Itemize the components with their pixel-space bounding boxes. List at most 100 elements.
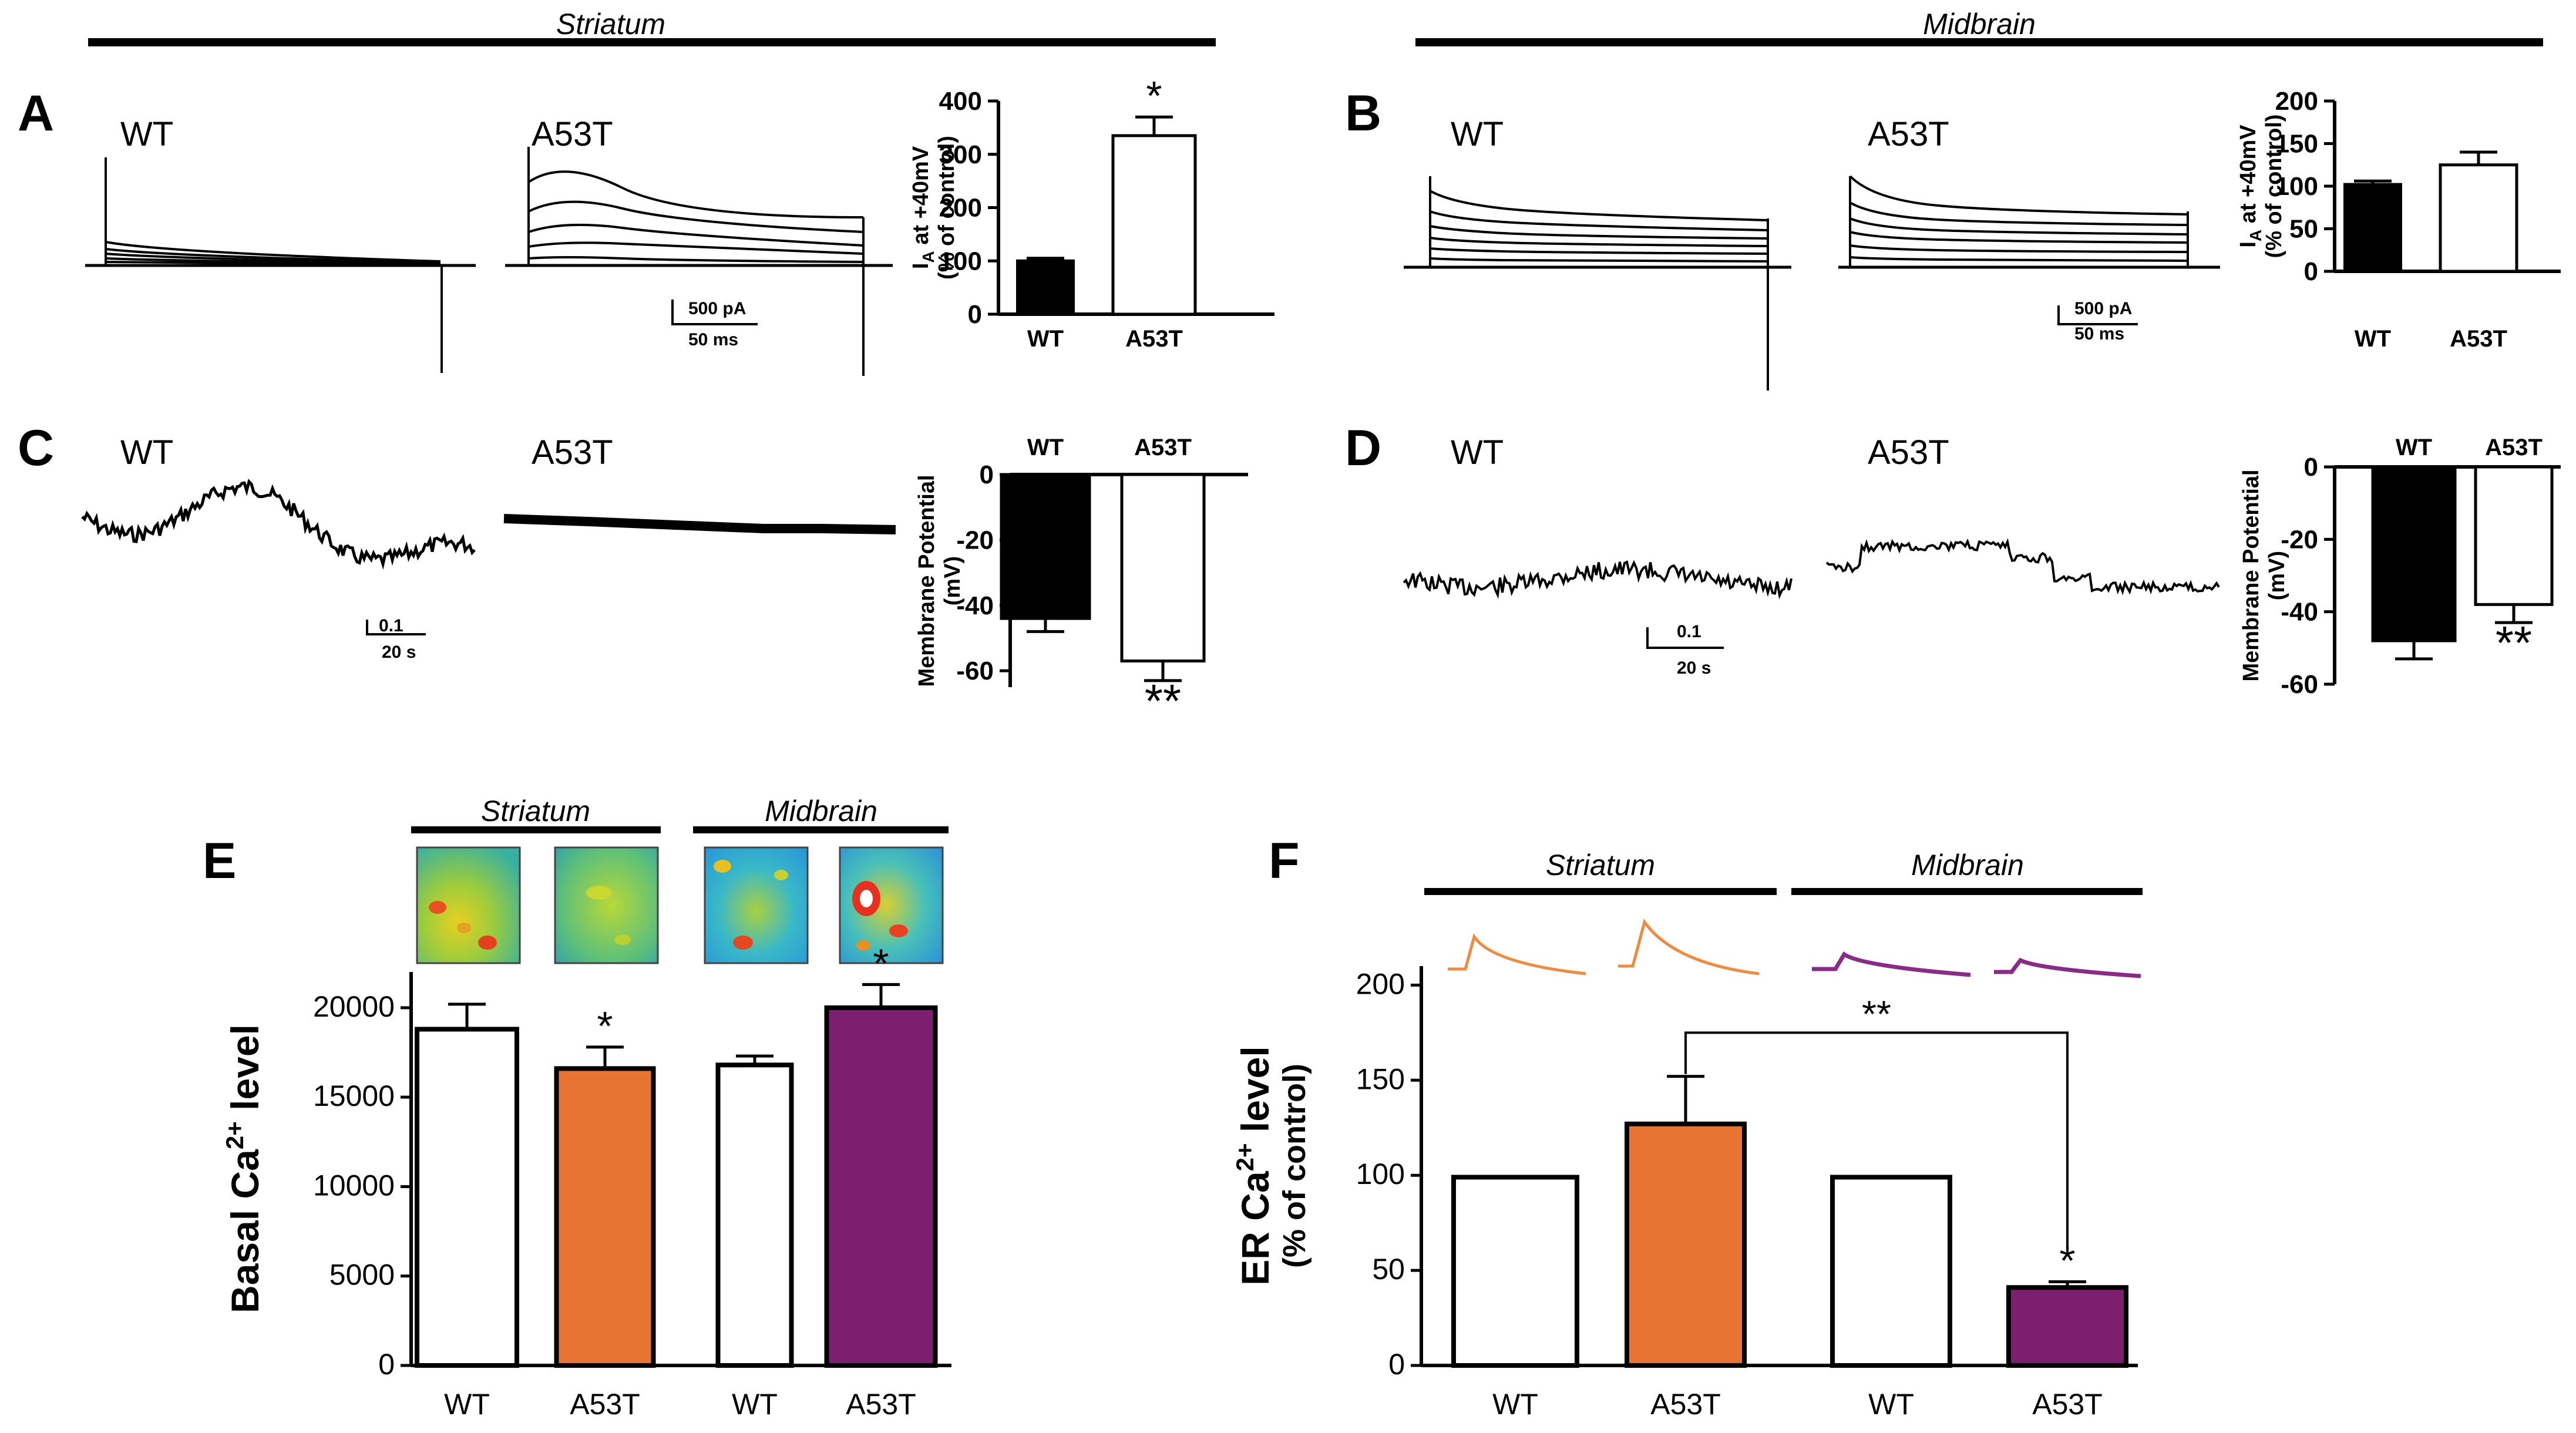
chart-f-category-label: A53T <box>2032 1388 2103 1421</box>
chart-c-y-tick-label: -60 <box>956 657 994 685</box>
chart-e-category-label: A53T <box>846 1388 916 1421</box>
chart-e-bar <box>824 1005 938 1368</box>
panel-d-trace-label-wt: WT <box>1451 433 1504 472</box>
chart-c-y-title: Membrane Potential <box>914 475 939 687</box>
chart-f-category-label: A53T <box>1650 1388 1721 1421</box>
chart-b-category-label: A53T <box>2450 326 2507 352</box>
chart-e-bar <box>554 1066 656 1368</box>
chart-d-significance: ** <box>2496 617 2532 669</box>
chart-a-y-tick-label: 200 <box>939 194 982 223</box>
chart-b-y-tick-label: 150 <box>2275 130 2318 159</box>
chart-a-y-title: IA at +40mV <box>909 146 937 269</box>
chart-e-y-tick-label: 20000 <box>313 990 395 1023</box>
chart-d-bar <box>2371 465 2457 643</box>
panel-e-image-striatum-a53t <box>554 846 659 964</box>
panel-d-scale-x-label: 20 s <box>1677 658 1711 678</box>
chart-b-bar <box>2439 163 2518 273</box>
chart-c-bar <box>1000 473 1091 620</box>
panel-c-scale-y-label: 0.1 <box>379 616 403 635</box>
panel-a-scale-y-label: 500 pA <box>688 299 746 318</box>
panel-b-trace-label-wt: WT <box>1451 115 1504 153</box>
chart-c-y-tick-label: -40 <box>956 591 994 620</box>
region-header-midbrain: Midbrain <box>1415 8 2543 46</box>
panel-a-traces: WT A53T 500 pA 50 ms <box>85 115 893 376</box>
panel-b-scale-x-label: 50 ms <box>2074 324 2124 344</box>
chart-e-bar <box>715 1062 794 1368</box>
panel-b-traces: WT A53T 500 pA 50 ms <box>1404 115 2220 391</box>
chart-c-y-subtitle: (mV) <box>940 556 965 606</box>
chart-d-y-tick-label: -60 <box>2281 670 2318 699</box>
panel-c-scale-bar: 0.1 20 s <box>366 616 426 662</box>
region-label-striatum: Striatum <box>556 8 665 41</box>
chart-a-y-subtitle: (% of control) <box>934 136 959 280</box>
chart-b-bar <box>2343 183 2402 273</box>
chart-panel-b: 0 50 100 150 200 WT A53T IA at +40mV (% of contr… <box>2236 87 2561 352</box>
panel-f-header-striatum: Striatum <box>1546 849 1655 882</box>
chart-a-y-tick-label: 0 <box>968 300 982 329</box>
chart-f-bar <box>1625 1121 1747 1368</box>
chart-b-category-label: WT <box>2355 326 2391 352</box>
panel-letter-e: E <box>203 833 236 889</box>
chart-d-y-tick-label: -20 <box>2281 525 2318 554</box>
chart-a-category-label: WT <box>1027 326 1064 352</box>
chart-f-y-tick-label: 150 <box>1356 1062 1405 1095</box>
chart-f-y-subtitle: (% of control) <box>1277 1064 1312 1268</box>
chart-c-category-label: WT <box>1027 435 1064 460</box>
panel-a-trace-label-a53t: A53T <box>532 115 613 153</box>
panel-b-scale-y-label: 500 pA <box>2074 299 2132 318</box>
chart-f-category-label: WT <box>1492 1388 1538 1421</box>
chart-f-y-tick-label: 0 <box>1388 1348 1405 1381</box>
panel-d-a53t-voltage-trace <box>1825 538 2220 596</box>
chart-c-category-label: A53T <box>1134 435 1192 460</box>
panel-a-a53t-current-trace <box>505 147 893 376</box>
chart-a-category-label: A53T <box>1125 326 1183 352</box>
chart-c-bar <box>1120 473 1206 662</box>
panel-e-image-midbrain-wt <box>704 846 809 964</box>
chart-e-bar <box>415 1027 519 1368</box>
chart-a-y-tick-label: 300 <box>939 140 982 169</box>
panel-b-trace-label-a53t: A53T <box>1868 115 1949 153</box>
region-header-striatum: Striatum <box>88 8 1216 46</box>
panel-f-calcium-traces <box>1448 919 2141 978</box>
panel-letter-b: B <box>1345 85 1381 142</box>
chart-d-category-label: A53T <box>2485 435 2543 460</box>
chart-b-y-tick-label: 0 <box>2304 257 2318 286</box>
chart-e-category-label: WT <box>444 1388 490 1421</box>
chart-d-y-title: Membrane Potential <box>2239 469 2264 681</box>
chart-b-y-tick-label: 100 <box>2275 172 2318 201</box>
panel-d-scale-y-label: 0.1 <box>1677 622 1701 641</box>
panel-a-wt-current-trace <box>85 157 476 373</box>
chart-panel-d: 0 -20 -40 -60 WT ** A53T Membrane Potential (mV) <box>2239 435 2561 699</box>
chart-panel-a: 0 100 200 300 400 WT * A53T IA at +40mV (% of con… <box>909 73 1274 352</box>
panel-f-trace-headers: Striatum Midbrain <box>1424 849 2143 895</box>
chart-e-y-tick-label: 0 <box>378 1348 395 1381</box>
chart-a-bar <box>1016 259 1075 316</box>
chart-e-significance: * <box>873 940 889 986</box>
panel-e-image-striatum-wt <box>416 846 521 964</box>
chart-b-y-tick-label: 200 <box>2275 87 2318 116</box>
panel-a-scale-x-label: 50 ms <box>688 330 738 349</box>
chart-d-bar <box>2474 465 2554 606</box>
chart-f-category-label: WT <box>1868 1388 1914 1421</box>
panel-d-wt-voltage-trace <box>1403 560 1793 600</box>
panel-f-trace-striatum-wt <box>1448 933 1586 975</box>
panel-letter-d: D <box>1345 420 1381 476</box>
chart-d-y-subtitle: (mV) <box>2265 551 2289 600</box>
panel-e-calcium-images <box>416 846 944 964</box>
panel-a-scale-bar: 500 pA 50 ms <box>671 299 758 349</box>
panel-c-a53t-voltage-trace <box>503 514 896 534</box>
panel-letter-c: C <box>18 420 54 476</box>
chart-e-y-title: Basal Ca2+ level <box>221 1024 267 1313</box>
chart-e-y-tick-label: 5000 <box>329 1259 395 1291</box>
chart-e-y-tick-label: 10000 <box>313 1169 395 1202</box>
chart-f-bar <box>1451 1175 1579 1368</box>
chart-f-y-tick-label: 50 <box>1372 1253 1405 1286</box>
panel-d-scale-bar: 0.1 20 s <box>1646 622 1724 678</box>
chart-f-comparison-bracket <box>1684 1031 2069 1247</box>
panel-f-trace-midbrain-wt <box>1812 951 1971 977</box>
chart-f-y-tick-label: 100 <box>1356 1158 1405 1190</box>
chart-a-significance: * <box>1146 73 1162 119</box>
panel-d-traces: WT A53T 0.1 20 s <box>1403 433 2220 678</box>
chart-a-y-tick-label: 100 <box>939 247 982 275</box>
